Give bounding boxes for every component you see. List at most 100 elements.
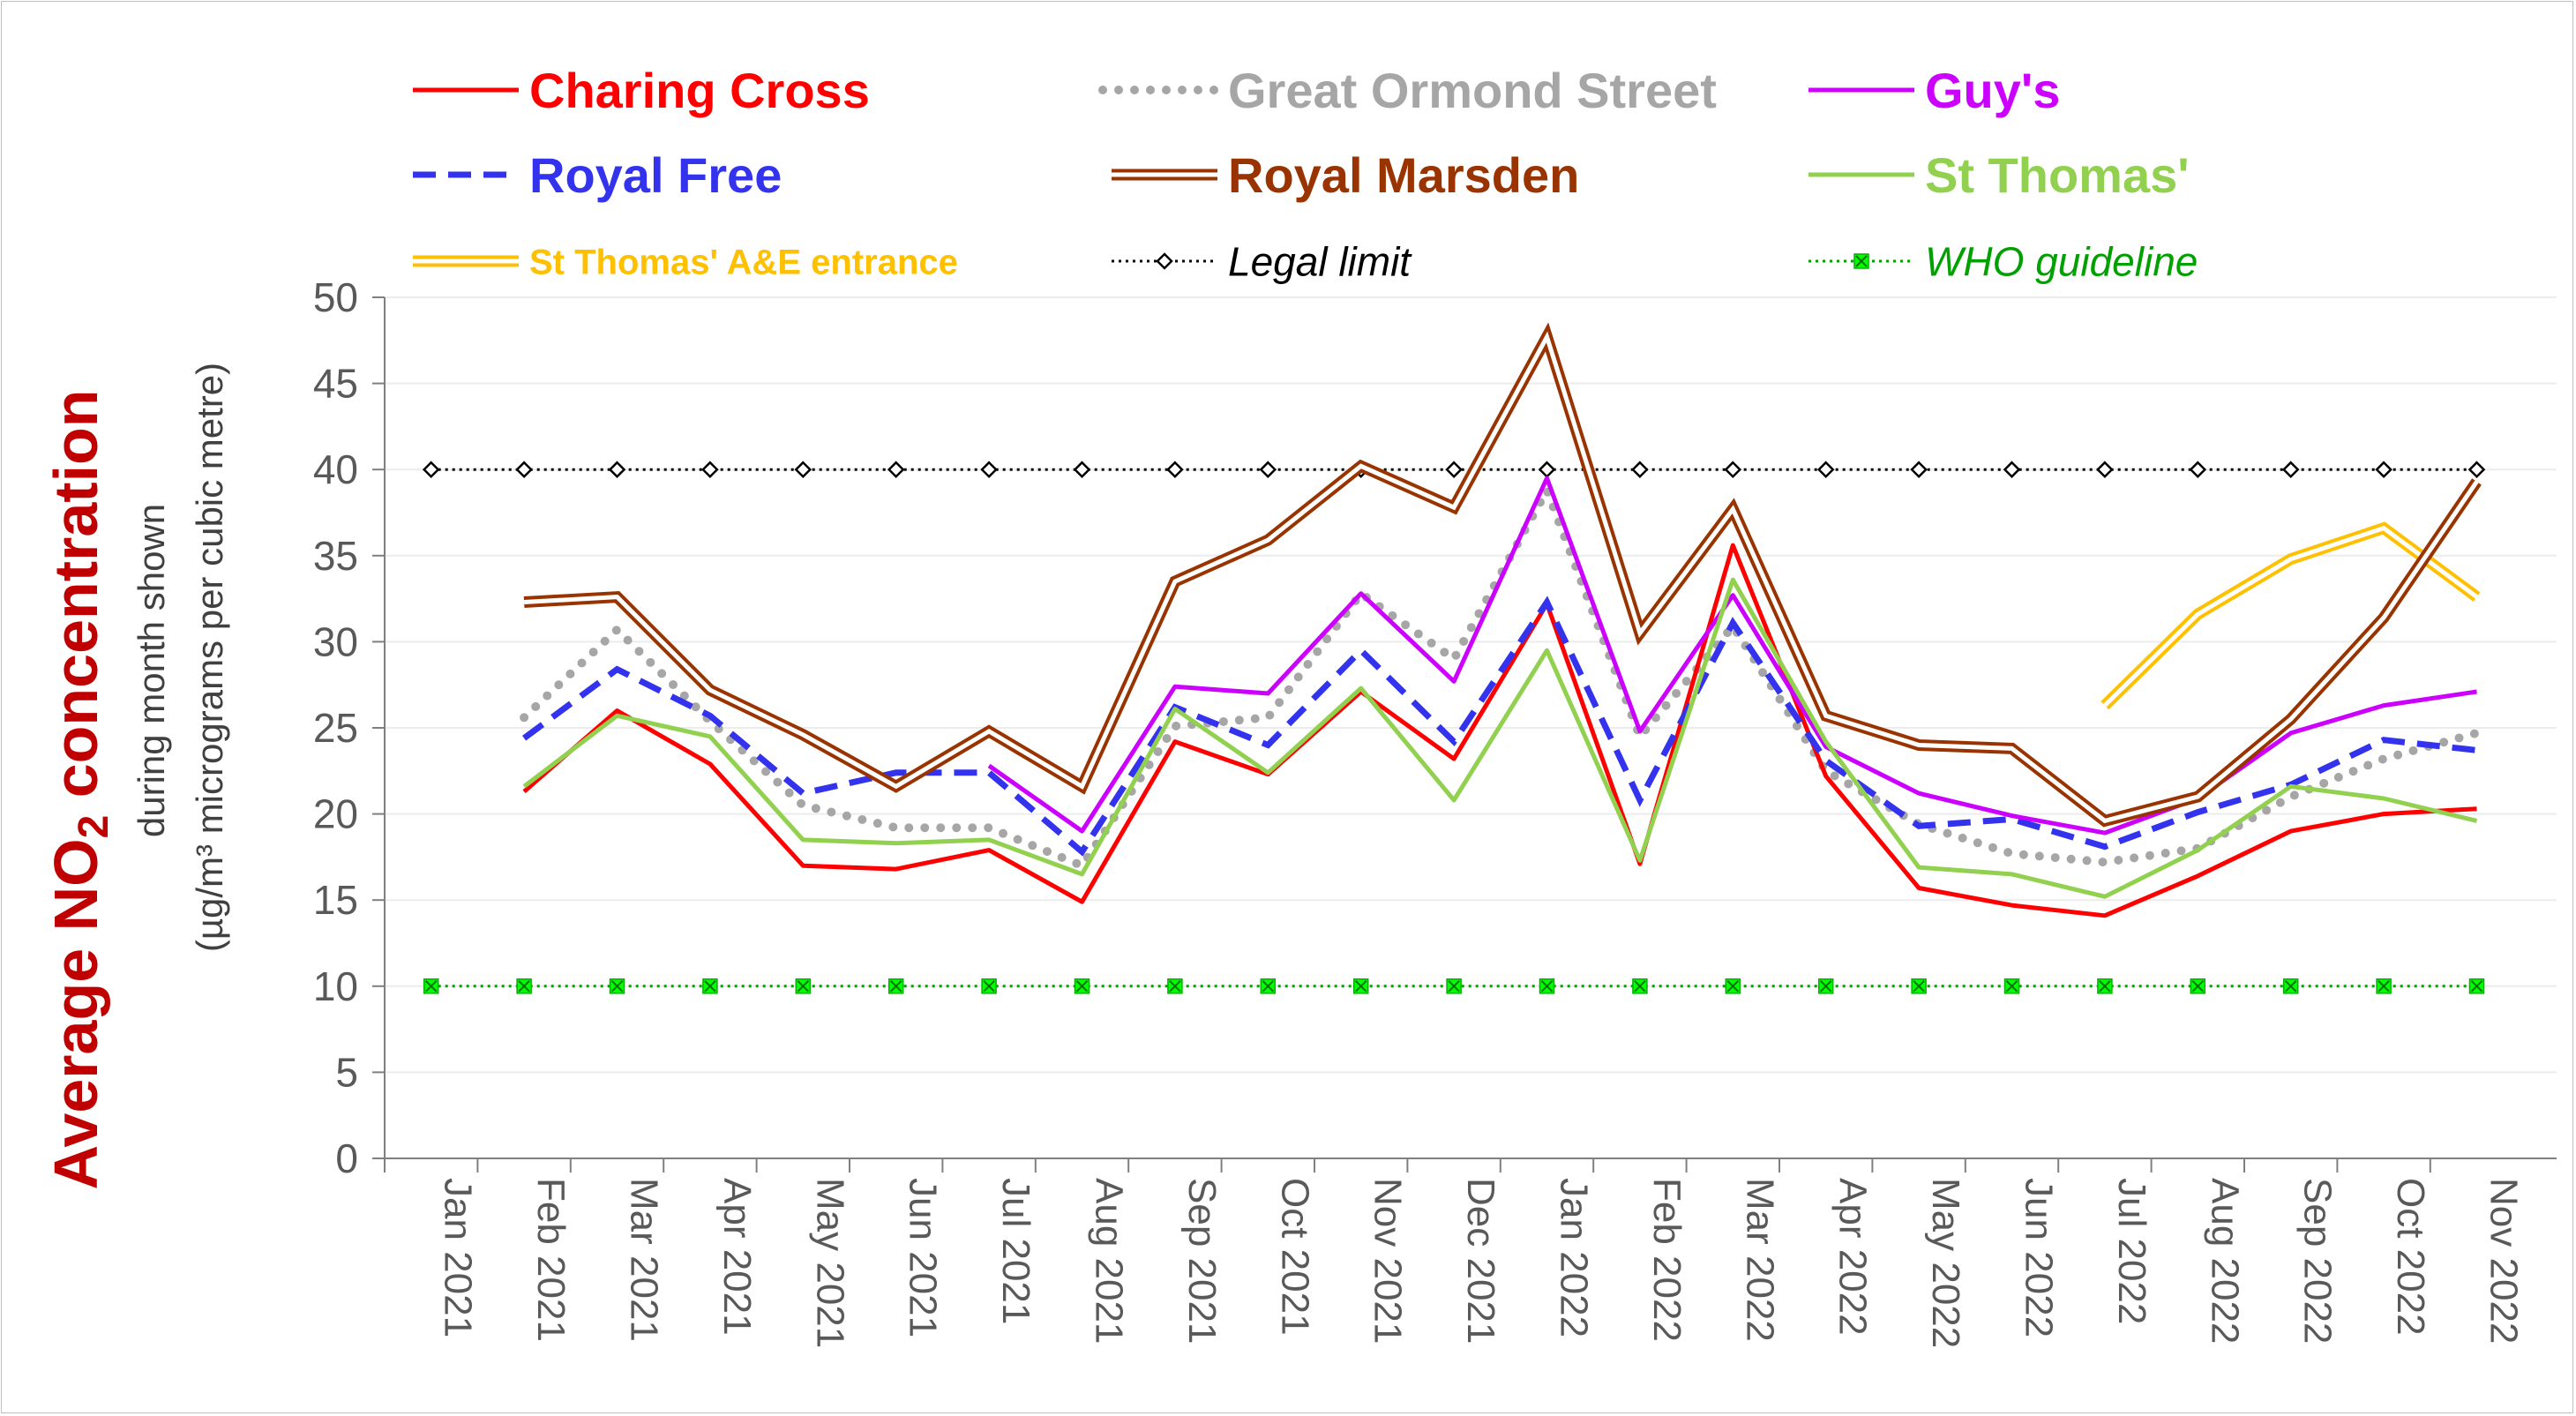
legend: Charing Cross Great Ormond Street Guy's Roy… (413, 63, 2198, 285)
x-tick-label: Dec 2021 (1459, 1178, 1502, 1344)
legal-limit-marker (1445, 461, 1463, 478)
y-axis-title-line3: (µg/m³ micrograms per cubic metre) (189, 363, 230, 952)
series-st-thomas (522, 577, 2478, 899)
legal-limit-marker (2467, 461, 2486, 478)
who-guideline-marker-x (424, 980, 438, 993)
series-layer (422, 322, 2486, 994)
series-royal-free (522, 596, 2477, 857)
x-tick-label: Oct 2022 (2389, 1178, 2432, 1336)
x-tick-label: Aug 2021 (1088, 1178, 1131, 1344)
y-tick-label: 15 (313, 877, 358, 923)
who-guideline-marker-x (983, 980, 995, 993)
x-tick-label: Jan 2022 (1553, 1178, 1596, 1337)
y-tick-label: 25 (313, 705, 358, 751)
who-guideline-marker-x (1634, 980, 1646, 993)
legend-entry-royal-free: Royal Free (413, 147, 782, 203)
x-tick-label: Apr 2021 (715, 1178, 759, 1336)
x-tick-label: Nov 2022 (2482, 1178, 2526, 1344)
legend-entry-charing-cross: Charing Cross (413, 63, 870, 118)
y-axis-label: Average NO2 concentration during month s… (41, 363, 230, 1190)
series-line-guy-s (987, 476, 2477, 835)
x-tick-label: May 2022 (1924, 1178, 1967, 1348)
series-line-royal-marsden-inner (523, 331, 2479, 824)
legal-limit-marker (794, 461, 812, 478)
who-guideline-marker-x (1354, 980, 1367, 993)
x-tick-label: Mar 2022 (1738, 1178, 1781, 1342)
series-line-st-thomas-a-e-entrance-inner (2103, 525, 2478, 708)
legal-limit-marker (1156, 252, 1173, 270)
legal-limit-marker (887, 461, 905, 478)
series-charing-cross (522, 543, 2477, 918)
legend-entry-st-thomas: St Thomas' (1808, 147, 2190, 203)
legal-limit-marker (2375, 461, 2393, 478)
legend-label-st-thomas-a-e-entrance: St Thomas' A&E entrance (529, 243, 958, 281)
who-guideline-marker-x (704, 980, 716, 993)
who-guideline-marker-x (2470, 980, 2483, 993)
x-tick-label: Sep 2022 (2296, 1178, 2340, 1344)
y-tick-labels: 0 5 10 15 20 25 30 35 40 45 50 (313, 274, 358, 1181)
who-guideline-marker-x (518, 980, 530, 993)
legal-limit-marker (608, 461, 626, 478)
legend-label-st-thomas: St Thomas' (1925, 147, 2190, 203)
y-tick-label: 20 (313, 791, 358, 837)
who-guideline-marker-x (1075, 980, 1089, 993)
who-guideline-marker-x (1913, 980, 1925, 993)
axes (372, 296, 2557, 1173)
x-tick-label: Aug 2022 (2203, 1178, 2246, 1344)
who-guideline-marker-x (2284, 980, 2297, 993)
y-tick-label: 10 (313, 963, 358, 1009)
legend-entry-royal-marsden: Royal Marsden (1112, 147, 1579, 203)
who-guideline-marker-x (2005, 980, 2018, 993)
who-guideline-marker-x (1819, 980, 1832, 993)
legal-limit-marker (1724, 461, 1742, 478)
x-tick-label: Jun 2022 (2018, 1178, 2061, 1337)
legend-label-legal-limit: Legal limit (1228, 239, 1412, 285)
who-guideline-marker-x (1726, 980, 1740, 993)
x-tick-label: Jan 2021 (437, 1178, 480, 1337)
legend-label-royal-marsden: Royal Marsden (1228, 147, 1579, 203)
x-tick-label: Sep 2021 (1180, 1178, 1224, 1344)
x-tick-label: Feb 2021 (529, 1178, 573, 1342)
legend-label-who-guideline: WHO guideline (1925, 239, 2198, 285)
x-tick-label: Jul 2021 (994, 1178, 1037, 1324)
legal-limit-marker (701, 461, 719, 478)
y-tick-label: 45 (313, 361, 358, 407)
who-guideline-marker-x (2191, 980, 2205, 993)
x-tick-labels: Jan 2021 Feb 2021 Mar 2021 Apr 2021 May 2021… (437, 1178, 2526, 1348)
y-tick-label: 5 (335, 1049, 358, 1095)
who-guideline-marker-x (797, 980, 810, 993)
legal-limit-marker (1816, 461, 1835, 478)
legal-limit-marker (2189, 461, 2207, 478)
legal-limit-marker (2096, 461, 2114, 478)
legal-limit-marker (515, 461, 533, 478)
legend-label-royal-free: Royal Free (529, 147, 782, 203)
x-tick-label: Oct 2021 (1273, 1178, 1316, 1336)
legal-limit-marker (2281, 461, 2300, 478)
x-tick-label: Jun 2021 (902, 1178, 945, 1337)
legal-limit-marker (2003, 461, 2021, 478)
legal-limit-marker (1166, 461, 1184, 478)
y-tick-label: 50 (313, 274, 358, 320)
series-who-guideline (423, 978, 2485, 994)
legal-limit-marker (1538, 461, 1556, 478)
series-line-royal-free (522, 596, 2477, 857)
legal-limit-marker (1631, 461, 1649, 478)
x-tick-label: May 2021 (808, 1178, 851, 1348)
series-guy-s (987, 476, 2477, 835)
legend-entry-who-guideline: WHO guideline (1808, 239, 2198, 285)
series-line-charing-cross (522, 543, 2477, 918)
y-tick-label: 40 (313, 446, 358, 492)
who-guideline-marker-x (1262, 980, 1275, 993)
legal-limit-marker (422, 461, 440, 478)
who-guideline-marker-x (1448, 980, 1460, 993)
legal-limit-marker (1073, 461, 1091, 478)
legend-entry-great-ormond-street: Great Ormond Street (1098, 63, 1717, 118)
legal-limit-marker (1910, 461, 1928, 478)
legend-entry-st-thomas-a-e-entrance: St Thomas' A&E entrance (413, 243, 958, 281)
series-royal-marsden (523, 322, 2482, 828)
legend-entry-legal-limit: Legal limit (1112, 239, 1412, 285)
y-tick-label: 30 (313, 618, 358, 664)
who-guideline-marker-x (2378, 980, 2390, 993)
legend-entry-guy-s: Guy's (1808, 63, 2060, 118)
